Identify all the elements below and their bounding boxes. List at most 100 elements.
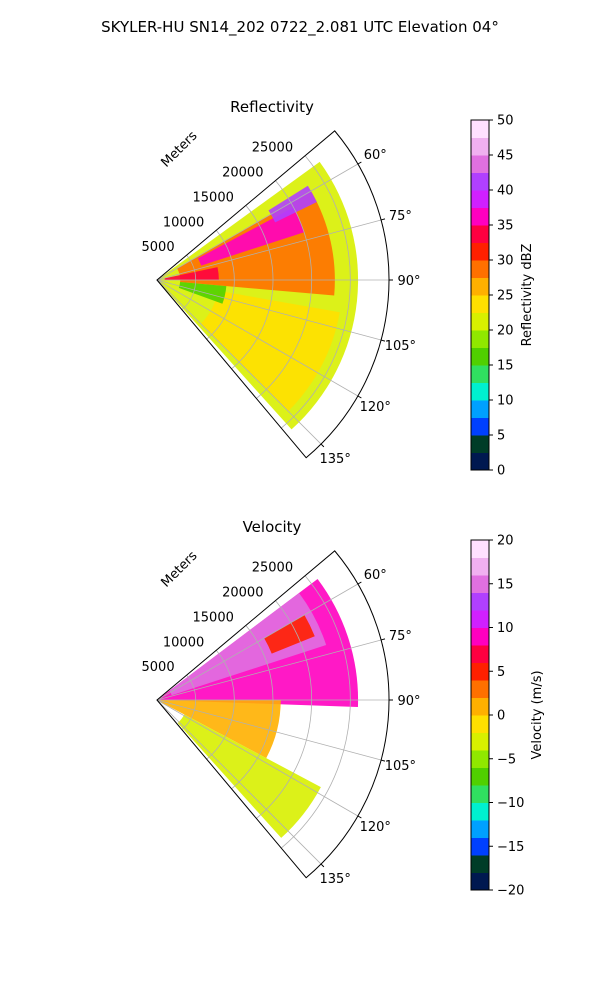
reflectivity-colorbar-tick-label: 5 [497, 429, 505, 444]
reflectivity-echo-region [157, 161, 359, 430]
velocity-colorbar-segment [471, 645, 489, 663]
velocity-colorbar-tick-label: 5 [497, 665, 505, 680]
velocity-range-axis-label: Meters [159, 548, 201, 590]
velocity-range-tick-label: 25000 [252, 561, 293, 576]
velocity-echo-region [264, 614, 315, 654]
velocity-range-tick-label: 15000 [193, 610, 234, 625]
reflectivity-panel: Reflectivity 60° 75° 90° 105° 120° 135° 5000 10… [142, 98, 535, 479]
reflectivity-colorbar-segment [471, 242, 489, 261]
velocity-colorbar-tick-label: −20 [497, 884, 524, 899]
velocity-azimuth-tick-label: 105° [385, 759, 416, 774]
velocity-azimuth-tick [357, 815, 362, 819]
reflectivity-colorbar-tick-label: 50 [497, 114, 514, 129]
velocity-azimuth-tick-label: 60° [364, 568, 387, 583]
reflectivity-azimuth-tick-label: 135° [320, 452, 351, 467]
reflectivity-colorbar-tick-label: 45 [497, 149, 514, 164]
reflectivity-colorbar-segment [471, 312, 489, 331]
velocity-azimuth-tick [380, 759, 386, 762]
reflectivity-echo-region [178, 282, 227, 304]
reflectivity-azimuth-spoke [156, 279, 322, 445]
velocity-echo-region [177, 714, 321, 838]
velocity-colorbar-segment [471, 750, 489, 768]
velocity-colorbar-tick-label: 20 [497, 534, 514, 549]
velocity-azimuth-tick [357, 581, 362, 585]
velocity-azimuth-tick [320, 863, 325, 868]
velocity-range-ring [231, 625, 274, 790]
velocity-azimuth-tick [380, 638, 386, 641]
velocity-azimuth-tick-label: 90° [397, 694, 420, 709]
velocity-echo-region [169, 592, 327, 696]
reflectivity-colorbar: 0 5 10 15 20 25 30 35 40 45 50 [470, 114, 514, 479]
reflectivity-colorbar-segment [471, 365, 489, 383]
reflectivity-colorbar-segment [471, 382, 489, 401]
reflectivity-colorbar-segment [471, 295, 489, 313]
velocity-colorbar-label: Velocity (m/s) [530, 670, 545, 759]
velocity-range-tick-label: 10000 [163, 635, 204, 650]
velocity-colorbar-segment [471, 872, 489, 891]
reflectivity-colorbar-segment [471, 277, 489, 296]
velocity-azimuth-spoke [156, 639, 382, 701]
reflectivity-azimuth-tick-label: 105° [385, 339, 416, 354]
reflectivity-azimuth-tick [380, 339, 386, 342]
velocity-panel: Velocity 60° 75° 90° 105° 120° 135° 5000 10000 1… [142, 518, 545, 899]
velocity-colorbar-tick-label: 15 [497, 577, 514, 592]
reflectivity-azimuth-tick [357, 395, 362, 399]
velocity-azimuth-tick-label: 75° [389, 629, 412, 644]
reflectivity-range-tick-label: 5000 [142, 240, 175, 255]
velocity-azimuth-spoke [156, 699, 359, 817]
reflectivity-range-tick-label: 20000 [222, 166, 263, 181]
reflectivity-echo-region [164, 267, 219, 280]
velocity-range-tick-label: 5000 [142, 660, 175, 675]
velocity-colorbar-segment [471, 557, 489, 576]
velocity-colorbar-segment [471, 697, 489, 716]
velocity-colorbar-segment [471, 610, 489, 628]
reflectivity-range-ring [206, 230, 235, 340]
reflectivity-azimuth-tick-label: 60° [364, 148, 387, 163]
velocity-colorbar-segment [471, 732, 489, 751]
reflectivity-colorbar-tick-label: 25 [497, 289, 514, 304]
reflectivity-range-tick-label: 10000 [163, 215, 204, 230]
reflectivity-tick-labels: 60° 75° 90° 105° 120° 135° 5000 10000 15000 20000… [142, 141, 421, 467]
velocity-colorbar-segment [471, 662, 489, 681]
reflectivity-range-axis-label: Meters [159, 128, 201, 170]
velocity-colorbar-tick-label: −5 [497, 752, 516, 767]
reflectivity-colorbar-segment [471, 225, 489, 243]
reflectivity-range-ring [281, 155, 351, 429]
velocity-colorbar-tick-label: −15 [497, 840, 524, 855]
velocity-echo-region [157, 700, 281, 759]
velocity-azimuth-spoke [156, 699, 322, 865]
reflectivity-echo-region [200, 290, 340, 412]
reflectivity-sector-outline [156, 130, 390, 459]
figure-title: SKYLER-HU SN14_202 0722_2.081 UTC Elevat… [101, 18, 499, 37]
velocity-range-ring [206, 650, 235, 760]
reflectivity-title: Reflectivity [230, 98, 314, 116]
reflectivity-colorbar-segment [471, 190, 489, 208]
reflectivity-colorbar-segment [471, 417, 489, 436]
reflectivity-echo-region [197, 207, 305, 266]
velocity-colorbar-tick-label: 0 [497, 709, 505, 724]
velocity-colorbar-tick-label: −10 [497, 796, 524, 811]
velocity-sector-frame [156, 550, 390, 879]
velocity-colorbar: −20 −15 −10 −5 0 5 10 15 20 [470, 534, 524, 899]
reflectivity-grid [156, 155, 389, 445]
velocity-colorbar-tick-label: 10 [497, 621, 514, 636]
reflectivity-azimuth-spoke [156, 163, 359, 281]
velocity-echo-layer [157, 578, 359, 838]
reflectivity-sector-frame [156, 130, 390, 459]
reflectivity-colorbar-segment [471, 207, 489, 226]
reflectivity-colorbar-tick-label: 35 [497, 219, 514, 234]
velocity-title: Velocity [243, 518, 302, 536]
reflectivity-range-tick-label: 15000 [193, 190, 234, 205]
reflectivity-colorbar-tick-label: 30 [497, 254, 514, 269]
reflectivity-colorbar-segment [471, 435, 489, 453]
reflectivity-range-ring [256, 180, 313, 399]
velocity-colorbar-segment [471, 785, 489, 803]
reflectivity-azimuth-tick [357, 161, 362, 165]
velocity-azimuth-tick-label: 135° [320, 872, 351, 887]
reflectivity-colorbar-tick-label: 20 [497, 324, 514, 339]
reflectivity-range-ring [231, 205, 274, 370]
velocity-tick-labels: 60° 75° 90° 105° 120° 135° 5000 10000 15000 20000… [142, 561, 421, 887]
velocity-colorbar-segment [471, 540, 489, 558]
velocity-colorbar-segment [471, 715, 489, 733]
